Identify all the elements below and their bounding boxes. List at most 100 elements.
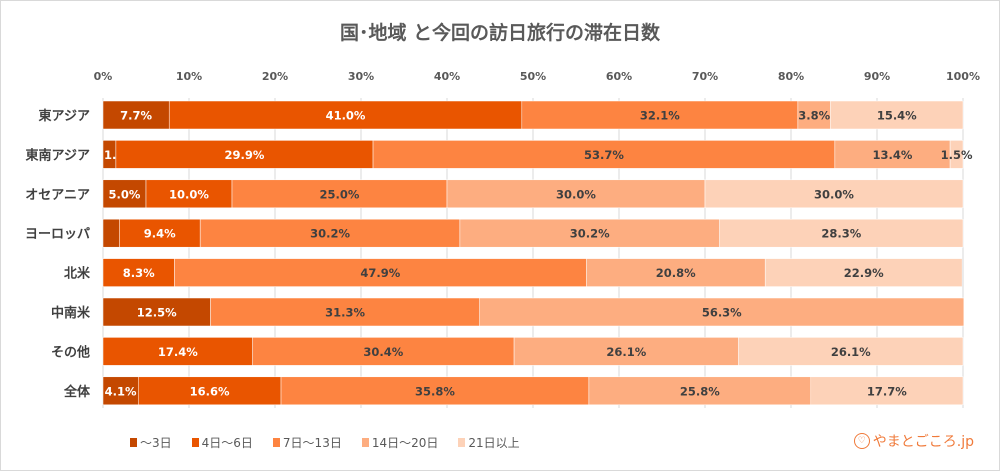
data-label: 16.6% xyxy=(190,384,230,398)
category-label: 全体 xyxy=(63,384,91,400)
logo: ♡ やまとごころ.jp xyxy=(853,431,974,451)
data-label: 3.8% xyxy=(798,109,830,123)
x-tick-label: 50% xyxy=(520,70,546,83)
x-tick-label: 60% xyxy=(606,70,632,83)
legend-label: 〜3日 xyxy=(140,436,172,450)
data-label: 22.9% xyxy=(844,266,884,280)
data-label: 17.7% xyxy=(867,384,907,398)
bar-segment xyxy=(231,179,448,209)
bar-segment xyxy=(280,376,590,406)
x-tick-label: 90% xyxy=(864,70,890,83)
bar-segment xyxy=(704,179,964,209)
legend-swatch xyxy=(272,438,280,447)
data-label: 30.4% xyxy=(363,345,403,359)
legend-item: 21日以上 xyxy=(458,434,520,451)
legend-item: 〜3日 xyxy=(130,434,172,451)
data-label: 1.5% xyxy=(941,148,973,162)
x-tick-label: 80% xyxy=(778,70,804,83)
bar-segment xyxy=(119,218,201,248)
data-label: 41.0% xyxy=(326,109,366,123)
bar-segment xyxy=(252,337,515,366)
category-label: ヨーロッパ xyxy=(25,227,90,242)
category-label: 北米 xyxy=(64,266,91,282)
bar-segment xyxy=(102,258,175,287)
data-label: 30.2% xyxy=(570,227,610,241)
bar-segment xyxy=(764,258,963,287)
data-label: 28.3% xyxy=(821,227,861,241)
bar-segment xyxy=(138,376,282,406)
bar-segment xyxy=(210,297,480,327)
legend: 〜3日 4日〜6日 7日〜13日 14日〜20日 21日以上 xyxy=(130,434,520,451)
bar-segment xyxy=(102,218,120,248)
data-label: 13.4% xyxy=(873,148,913,162)
data-label: 30.0% xyxy=(556,187,596,201)
data-label: 31.3% xyxy=(325,306,365,320)
legend-label: 7日〜13日 xyxy=(282,436,342,450)
data-label: 15.4% xyxy=(877,109,917,123)
data-label: 30.0% xyxy=(814,187,854,201)
data-label: 20.8% xyxy=(656,266,696,280)
legend-label: 21日以上 xyxy=(468,436,520,450)
data-label: 4.1% xyxy=(105,384,137,398)
x-tick-label: 40% xyxy=(434,70,460,83)
data-label: 29.9% xyxy=(225,148,265,162)
bar-segment xyxy=(521,100,799,130)
legend-item: 14日〜20日 xyxy=(361,434,439,451)
x-tick-label: 0% xyxy=(94,70,113,83)
category-label: 中南米 xyxy=(51,305,91,321)
data-label: 26.1% xyxy=(606,345,646,359)
legend-item: 7日〜13日 xyxy=(272,434,342,451)
bar-segment xyxy=(586,258,766,287)
x-tick-label: 100% xyxy=(946,70,980,83)
bar-segment xyxy=(459,218,720,248)
bar-segment xyxy=(588,376,812,406)
x-tick-label: 20% xyxy=(262,70,288,83)
category-label: その他 xyxy=(51,344,90,360)
data-label: 53.7% xyxy=(584,148,624,162)
bar-segment xyxy=(446,179,706,209)
data-label: 32.1% xyxy=(640,109,680,123)
data-label: 25.0% xyxy=(320,187,360,201)
data-label: 35.8% xyxy=(415,384,455,398)
legend-swatch xyxy=(458,438,466,447)
data-label: 10.0% xyxy=(169,187,209,201)
category-label: オセアニア xyxy=(25,188,90,203)
bar-segment xyxy=(810,376,964,406)
bar-segment xyxy=(372,140,836,169)
logo-icon: ♡ xyxy=(853,433,870,449)
bar-segment xyxy=(115,140,374,169)
bar-segment xyxy=(719,218,964,248)
bar-segment xyxy=(479,297,965,327)
data-label: 56.3% xyxy=(702,306,742,320)
data-label: 47.9% xyxy=(360,266,400,280)
legend-item: 4日〜6日 xyxy=(191,434,253,451)
category-label: 東南アジア xyxy=(26,147,90,163)
data-label: 30.2% xyxy=(310,227,350,241)
data-label: 8.3% xyxy=(123,266,155,280)
data-label: 25.8% xyxy=(680,384,720,398)
data-label: 12.5% xyxy=(137,306,177,320)
data-label: 9.4% xyxy=(144,227,176,241)
logo-text: やまとごころ.jp xyxy=(872,434,974,450)
bar-segment xyxy=(830,100,964,130)
data-label: 7.7% xyxy=(120,109,152,123)
legend-swatch xyxy=(361,438,369,447)
bar-segment xyxy=(834,140,951,169)
x-tick-label: 70% xyxy=(692,70,718,83)
data-label: 26.1% xyxy=(831,345,871,359)
legend-swatch xyxy=(191,438,199,447)
x-tick-label: 10% xyxy=(176,70,202,83)
data-label: 17.4% xyxy=(158,345,198,359)
chart-title: 国･地域 と今回の訪日旅行の滞在日数 xyxy=(339,22,661,44)
x-tick-label: 30% xyxy=(348,70,374,83)
bar-segment xyxy=(102,376,139,406)
bar-segment xyxy=(949,140,964,169)
bar-segment xyxy=(738,337,964,366)
category-label: 東アジア xyxy=(39,108,90,124)
bar-segment xyxy=(102,179,147,209)
legend-label: 14日〜20日 xyxy=(371,436,439,450)
legend-swatch xyxy=(130,438,137,447)
legend-label: 4日〜6日 xyxy=(201,436,253,450)
bar-segment xyxy=(102,297,211,327)
